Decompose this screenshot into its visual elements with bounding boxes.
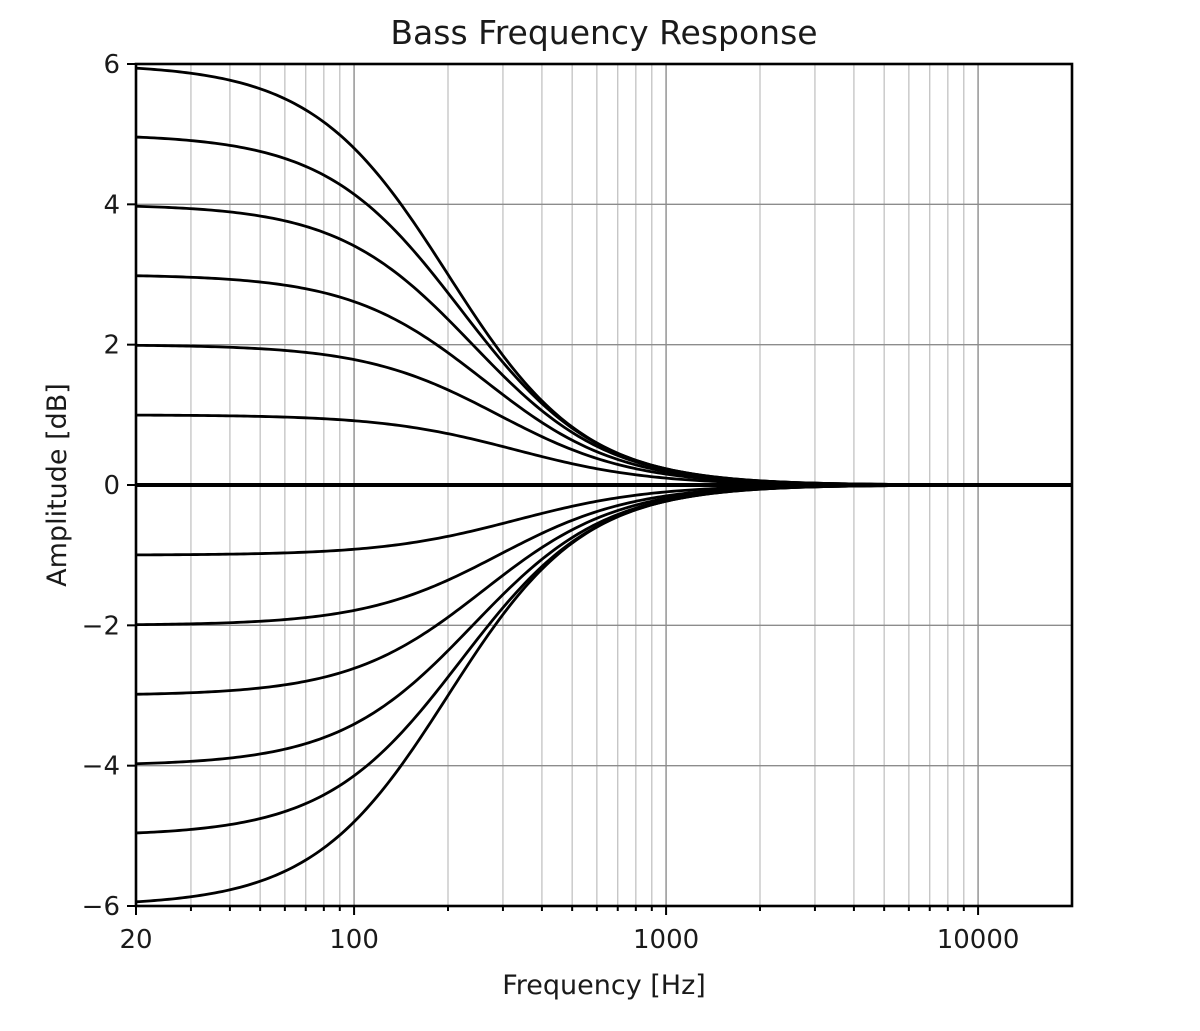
- axis-ticks: −6 −4 −2 0 2 4 6 20 100 1000 10000: [82, 50, 1020, 955]
- response-curve--3db: [135, 483, 1072, 696]
- y-tick-label: −4: [82, 752, 120, 782]
- response-curve-+6db: [135, 66, 1072, 487]
- y-tick-label: 4: [103, 190, 120, 220]
- y-tick-label: −6: [82, 892, 120, 922]
- response-curve-+5db: [135, 135, 1072, 487]
- x-tick-label: 100: [329, 925, 379, 955]
- response-curve--4db: [135, 483, 1072, 766]
- response-curve-+2db: [135, 343, 1072, 487]
- response-curve--6db: [135, 483, 1072, 904]
- x-tick-label: 1000: [633, 925, 699, 955]
- x-tick-label: 20: [119, 925, 152, 955]
- x-axis-label: Frequency [Hz]: [502, 970, 706, 1001]
- y-tick-label: 2: [103, 331, 120, 361]
- y-tick-label: −2: [82, 611, 120, 641]
- x-tick-label: 10000: [937, 925, 1020, 955]
- y-axis-label: Amplitude [dB]: [42, 383, 73, 587]
- response-curve--2db: [135, 483, 1072, 627]
- y-tick-label: 6: [103, 50, 120, 80]
- chart-title: Bass Frequency Response: [390, 13, 817, 52]
- y-tick-label: 0: [103, 471, 120, 501]
- plot-frame: [134, 62, 1074, 908]
- response-curve--5db: [135, 483, 1072, 835]
- response-curve-+4db: [135, 204, 1072, 487]
- response-curve-+3db: [135, 274, 1072, 487]
- response-curves: [135, 66, 1072, 904]
